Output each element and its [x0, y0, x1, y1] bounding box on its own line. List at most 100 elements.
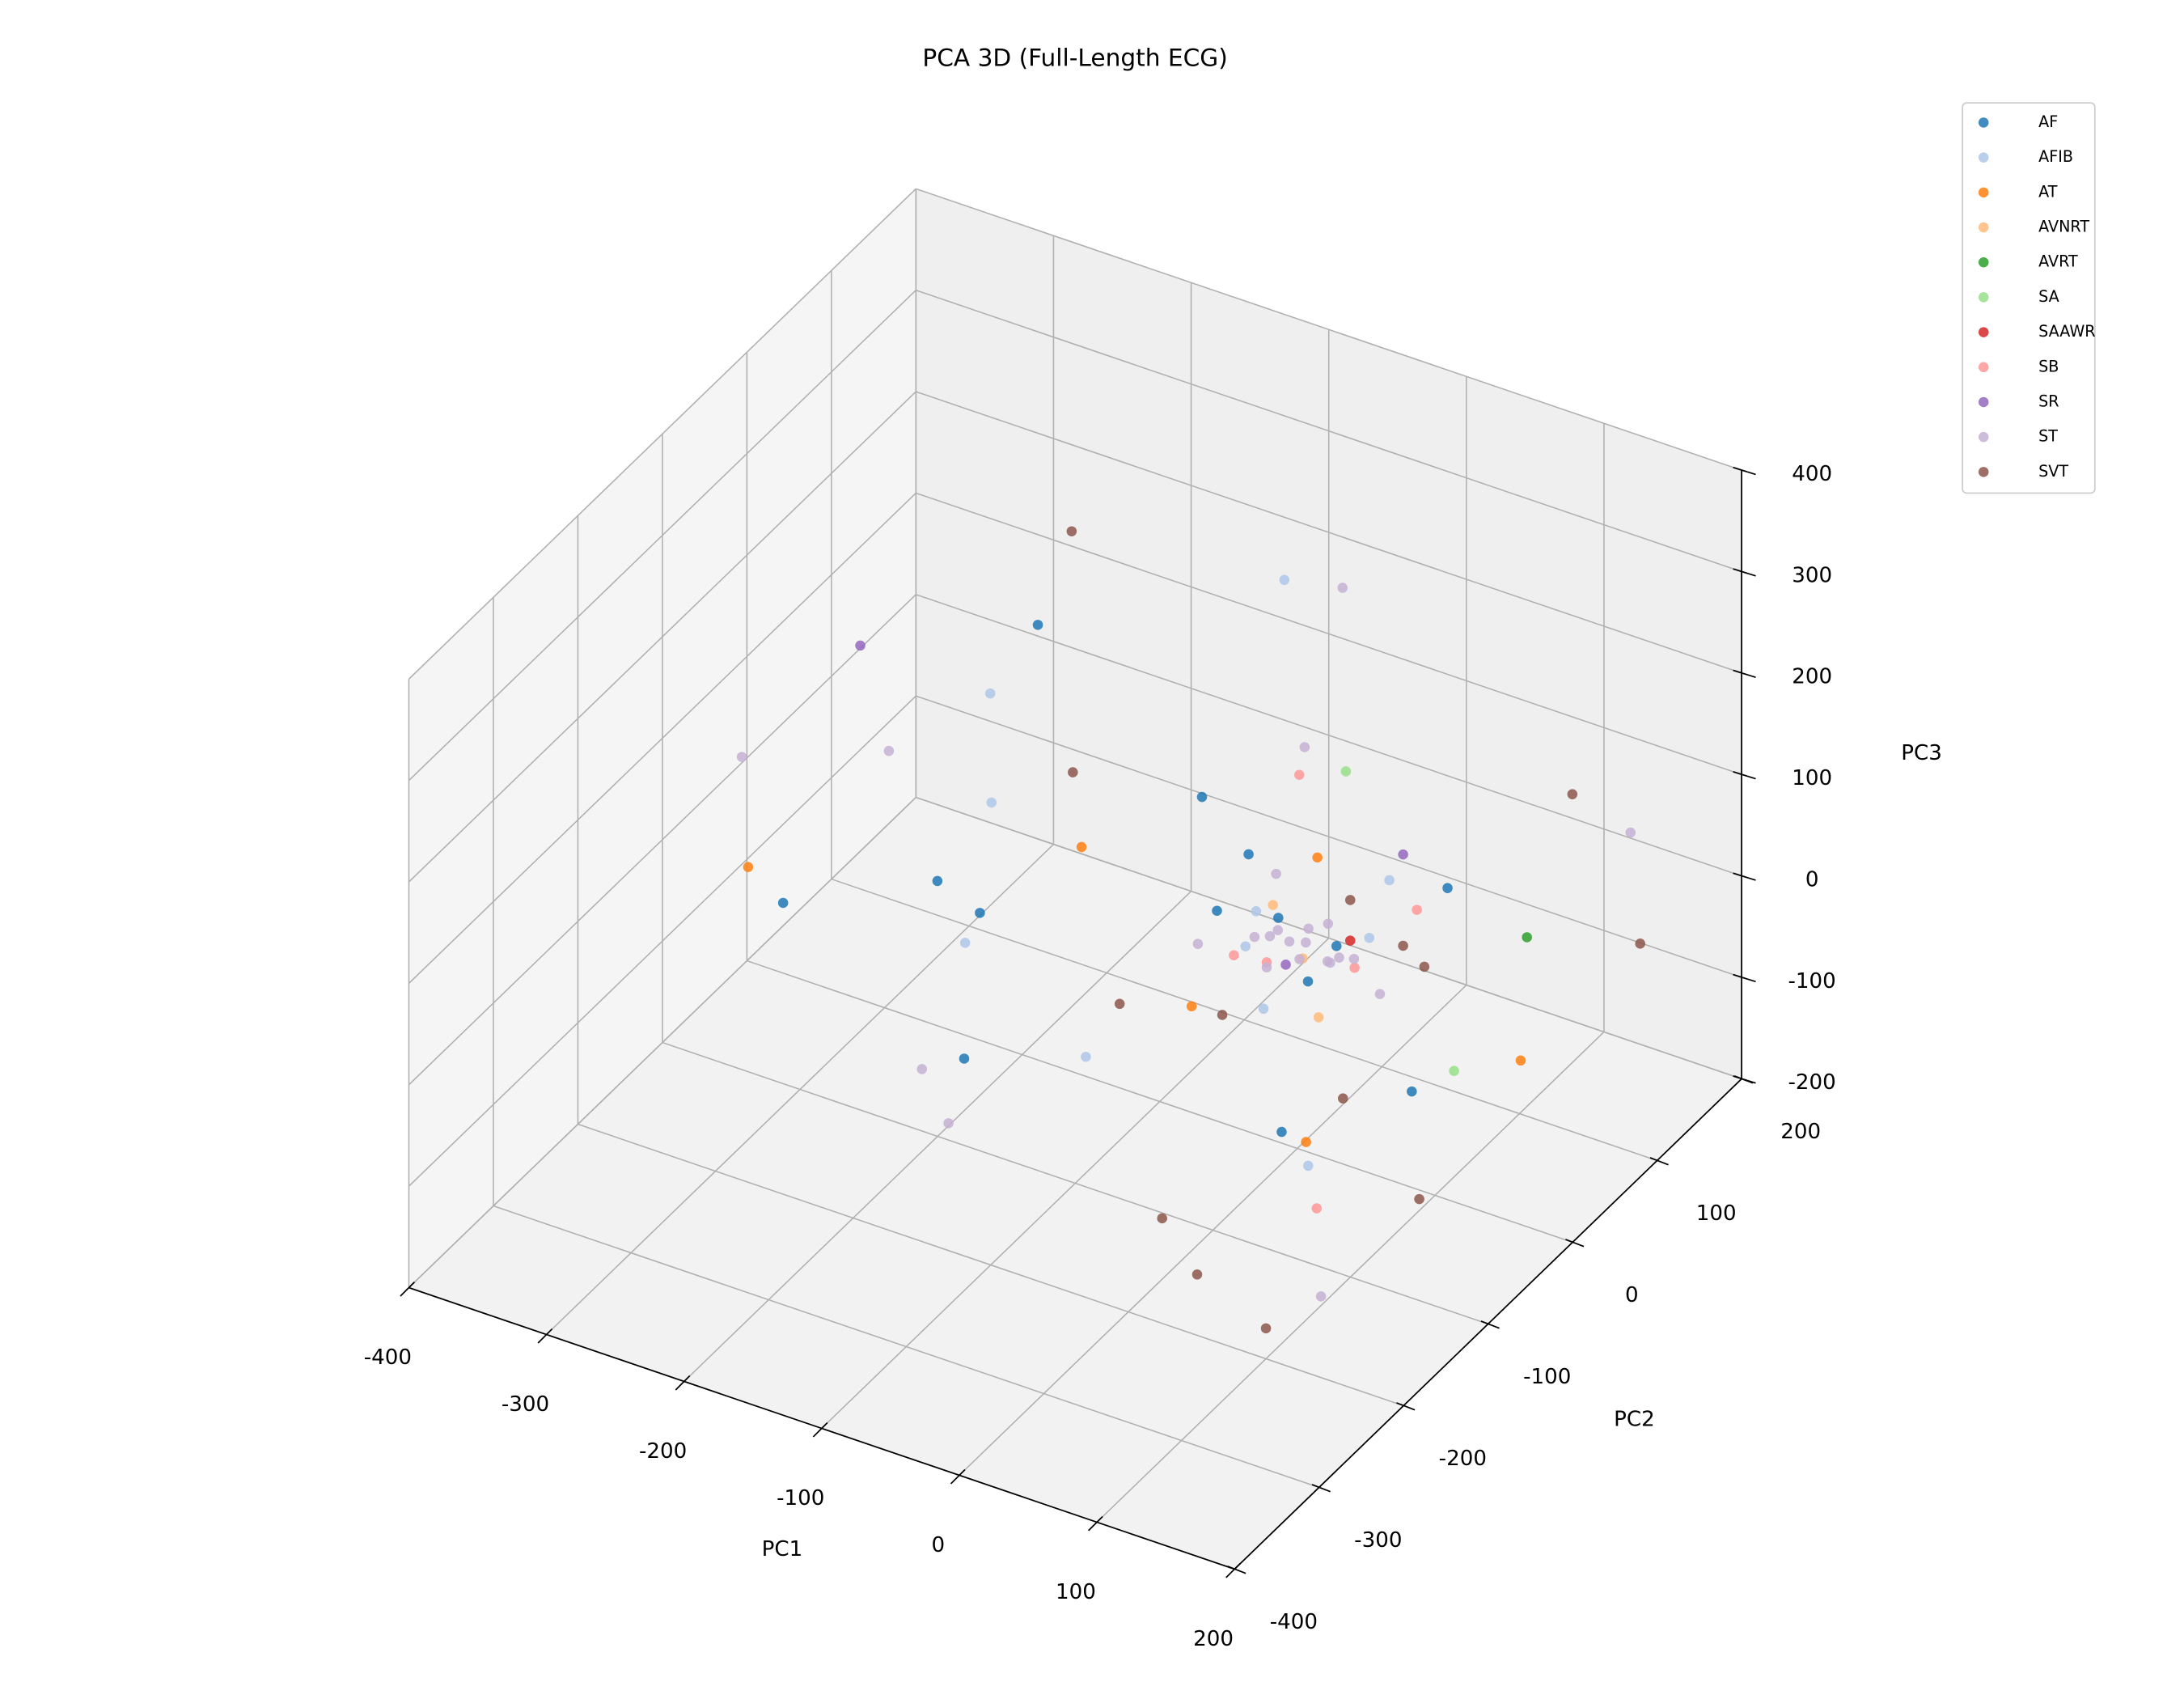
y-tick-label: -200 — [1439, 1447, 1487, 1471]
point — [1276, 1126, 1287, 1138]
point — [1442, 883, 1453, 893]
point — [916, 1064, 928, 1074]
y-tick-label: 200 — [1780, 1120, 1821, 1144]
points — [736, 526, 1645, 1334]
point — [1294, 954, 1305, 964]
legend-label: SB — [2038, 357, 2059, 375]
legend-label: AF — [2038, 112, 2058, 131]
x-tick — [400, 1281, 416, 1297]
z-tick-label: 200 — [1792, 665, 1832, 689]
point — [1301, 1137, 1311, 1147]
legend-label: SVT — [2038, 462, 2068, 481]
point — [1313, 1012, 1324, 1023]
x-tick-label: 0 — [932, 1533, 946, 1557]
point — [986, 797, 997, 808]
z-tick — [1733, 973, 1756, 983]
x-tick — [675, 1375, 691, 1391]
point — [1340, 766, 1352, 777]
point — [1334, 952, 1344, 963]
point — [1311, 1203, 1323, 1214]
point — [1076, 841, 1087, 853]
x-tick-label: 200 — [1193, 1627, 1234, 1651]
grid-line — [916, 289, 1742, 573]
point — [1303, 923, 1314, 934]
point — [1284, 936, 1295, 947]
legend-label: ST — [2038, 427, 2058, 446]
point — [1229, 950, 1239, 961]
point — [1251, 906, 1262, 917]
legend-marker — [1978, 187, 1989, 198]
point — [1515, 1055, 1526, 1066]
z-tick — [1733, 568, 1756, 577]
z-tick — [1733, 872, 1756, 881]
grid-line — [408, 188, 916, 680]
legend-label: AVRT — [2038, 252, 2078, 271]
z-tick — [1733, 1075, 1756, 1084]
legend-marker — [1978, 117, 1989, 128]
y-axis-label: PC2 — [1614, 1408, 1655, 1432]
axes: -400 -300 -200 -100 0 100 200 -400 -300 -200 -100 0… — [364, 462, 1836, 1651]
x-tick — [537, 1328, 553, 1344]
y-tick — [1227, 1566, 1246, 1574]
point — [1081, 1051, 1091, 1062]
point — [959, 938, 971, 948]
point — [932, 875, 943, 887]
z-tick-label: 0 — [1805, 867, 1819, 892]
point — [1407, 1086, 1417, 1097]
x-tick — [812, 1421, 828, 1438]
point — [1192, 938, 1204, 949]
y-tick — [1480, 1320, 1500, 1329]
point — [1217, 1010, 1228, 1020]
z-tick — [1733, 466, 1756, 476]
point — [1344, 935, 1356, 946]
point — [1260, 1323, 1272, 1334]
x-tick-label: -200 — [639, 1439, 687, 1464]
x-tick-label: -100 — [777, 1486, 824, 1510]
point — [1258, 1003, 1269, 1015]
legend-label: AFIB — [2038, 147, 2073, 166]
grid-line — [916, 594, 1742, 877]
z-tick-label: 400 — [1792, 462, 1832, 486]
point — [1303, 1160, 1314, 1172]
legend-label: SA — [2038, 287, 2059, 306]
z-axis-label: PC3 — [1901, 741, 1942, 765]
point — [1240, 941, 1251, 951]
x-tick-label: 100 — [1056, 1580, 1096, 1604]
point — [1374, 989, 1386, 999]
point — [1032, 620, 1043, 630]
legend-marker — [1978, 362, 1989, 373]
point — [1249, 931, 1260, 943]
grid — [408, 188, 1742, 1570]
point — [1302, 976, 1314, 987]
point — [1449, 1066, 1459, 1076]
y-tick-label: 0 — [1625, 1283, 1639, 1307]
point — [1243, 849, 1254, 860]
z-tick — [1733, 669, 1756, 679]
legend: AF AFIB AT AVNRT AVRT SA SAAWR SB SR ST SVT — [1962, 102, 2096, 494]
point — [1323, 918, 1334, 930]
grid-line — [493, 1205, 1319, 1489]
z-tick-label: -200 — [1788, 1070, 1836, 1095]
point — [1196, 791, 1208, 803]
point — [1280, 960, 1291, 970]
y-tick-label: -300 — [1354, 1528, 1402, 1553]
legend-marker — [1978, 292, 1989, 303]
point — [1364, 932, 1375, 943]
z-tick-label: 300 — [1792, 563, 1832, 587]
point — [1279, 574, 1290, 586]
point — [1322, 956, 1333, 967]
point — [975, 908, 985, 918]
legend-label: AT — [2038, 182, 2058, 201]
grid-line — [831, 878, 1657, 1162]
grid-line — [662, 1041, 1488, 1325]
point — [1398, 849, 1408, 860]
y-tick — [1649, 1157, 1669, 1166]
legend-label: SR — [2038, 392, 2059, 410]
point — [777, 897, 789, 909]
point — [1567, 789, 1578, 799]
point — [1312, 852, 1323, 863]
point — [1522, 932, 1532, 943]
y-tick-label: -400 — [1270, 1610, 1318, 1634]
legend-label: SAAWR — [2038, 322, 2095, 341]
point — [1635, 938, 1645, 949]
